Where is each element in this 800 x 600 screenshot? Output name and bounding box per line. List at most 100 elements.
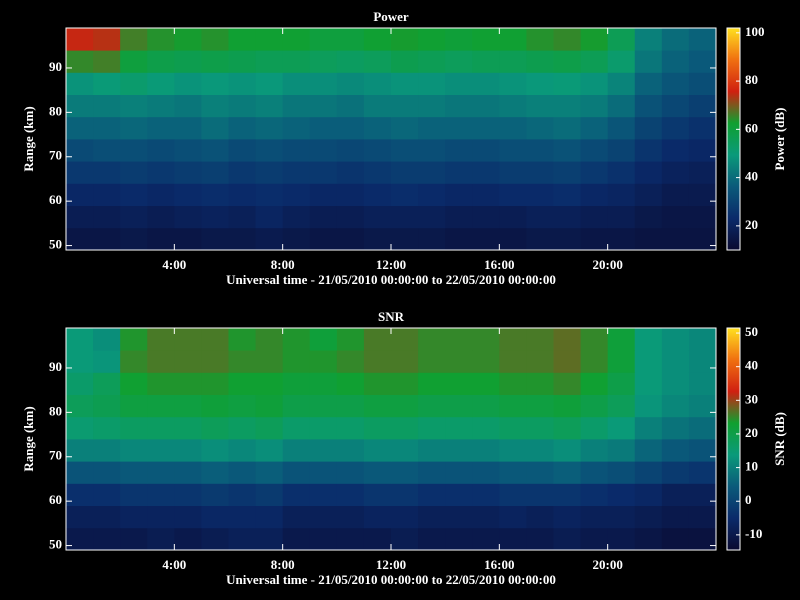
heatmap-cell	[363, 94, 392, 118]
heatmap-cell	[445, 205, 473, 229]
heatmap-cell	[66, 483, 94, 506]
heatmap-cell	[147, 205, 175, 229]
heatmap-cell	[66, 527, 94, 551]
heatmap-cell	[309, 161, 338, 184]
heatmap-cell	[120, 227, 148, 251]
heatmap-cell	[499, 72, 527, 95]
x-tick-label: 20:00	[592, 557, 622, 572]
colorbar-tick-label: 20	[745, 425, 758, 440]
heatmap-cell	[499, 139, 527, 162]
heatmap-cell	[445, 116, 473, 140]
heatmap-cell	[363, 116, 392, 140]
heatmap-cell	[445, 94, 473, 118]
heatmap-cell	[147, 416, 175, 440]
heatmap-cell	[282, 227, 311, 251]
heatmap-cell	[607, 394, 636, 418]
heatmap-cell	[634, 139, 663, 162]
heatmap-cell	[282, 183, 311, 206]
heatmap-cell	[688, 50, 717, 73]
heatmap-cell	[499, 483, 527, 506]
heatmap-cell	[120, 483, 148, 506]
heatmap-cell	[147, 161, 175, 184]
heatmap-cell	[336, 227, 365, 251]
colorbar-tick-label: 40	[745, 169, 758, 184]
colorbar-tick-label: 60	[745, 120, 758, 135]
heatmap-cell	[634, 439, 663, 462]
heatmap-cell	[363, 416, 392, 440]
heatmap-cell	[445, 50, 473, 73]
heatmap-cell	[201, 416, 229, 440]
heatmap-cell	[147, 527, 175, 551]
heatmap-cell	[66, 139, 94, 162]
heatmap-cell	[147, 28, 175, 51]
heatmap-cell	[661, 227, 690, 251]
heatmap-cell	[93, 372, 121, 395]
heatmap-cell	[391, 161, 419, 184]
heatmap-cell	[472, 372, 500, 395]
heatmap-cell	[147, 183, 175, 206]
heatmap-cell	[553, 350, 581, 373]
heatmap-cell	[391, 139, 419, 162]
heatmap-cell	[391, 439, 419, 462]
heatmap-cell	[445, 227, 473, 251]
heatmap-cell	[445, 183, 473, 206]
heatmap-cell	[66, 372, 94, 395]
heatmap-cell	[607, 205, 636, 229]
heatmap-cell	[661, 205, 690, 229]
heatmap-cell	[391, 94, 419, 118]
heatmap-cell	[472, 28, 500, 51]
heatmap-cell	[93, 461, 121, 484]
heatmap-cell	[309, 28, 338, 51]
heatmap-cell	[201, 139, 229, 162]
heatmap-cell	[309, 394, 338, 418]
heatmap-cell	[255, 394, 284, 418]
heatmap-cell	[336, 439, 365, 462]
heatmap-cell	[526, 461, 554, 484]
y-tick-label: 50	[49, 537, 62, 552]
heatmap-cell	[553, 161, 581, 184]
heatmap-cell	[201, 161, 229, 184]
y-tick-label: 70	[49, 148, 62, 163]
heatmap-cell	[553, 227, 581, 251]
heatmap-cell	[309, 505, 338, 529]
heatmap-cell	[120, 461, 148, 484]
heatmap-cell	[688, 461, 717, 484]
heatmap-cell	[336, 483, 365, 506]
heatmap-cell	[526, 28, 554, 51]
heatmap-cell	[688, 328, 717, 351]
heatmap-cell	[255, 527, 284, 551]
heatmap-cell	[336, 328, 365, 351]
heatmap-cell	[445, 372, 473, 395]
heatmap-cell	[607, 116, 636, 140]
heatmap-cell	[418, 205, 446, 229]
heatmap-cell	[174, 227, 202, 251]
heatmap-cell	[526, 350, 554, 373]
heatmap-cell	[336, 350, 365, 373]
heatmap-cell	[445, 461, 473, 484]
heatmap-cell	[336, 505, 365, 529]
heatmap-cell	[201, 461, 229, 484]
heatmap-cell	[580, 205, 609, 229]
heatmap-cell	[255, 416, 284, 440]
heatmap-cell	[228, 416, 256, 440]
heatmap-cell	[255, 205, 284, 229]
heatmap-cell	[634, 527, 663, 551]
heatmap-cell	[418, 372, 446, 395]
heatmap-cell	[120, 372, 148, 395]
heatmap-cell	[580, 161, 609, 184]
heatmap-cell	[120, 416, 148, 440]
heatmap-cell	[174, 439, 202, 462]
heatmap-cell	[66, 205, 94, 229]
heatmap-cell	[526, 372, 554, 395]
heatmap-cell	[661, 350, 690, 373]
heatmap-cell	[580, 72, 609, 95]
heatmap-cell	[472, 183, 500, 206]
heatmap-cell	[688, 439, 717, 462]
heatmap-cell	[661, 505, 690, 529]
heatmap-cell	[336, 372, 365, 395]
heatmap-cell	[93, 94, 121, 118]
heatmap-cell	[66, 439, 94, 462]
heatmap-cell	[607, 328, 636, 351]
heatmap-cell	[580, 227, 609, 251]
heatmap-cell	[336, 183, 365, 206]
